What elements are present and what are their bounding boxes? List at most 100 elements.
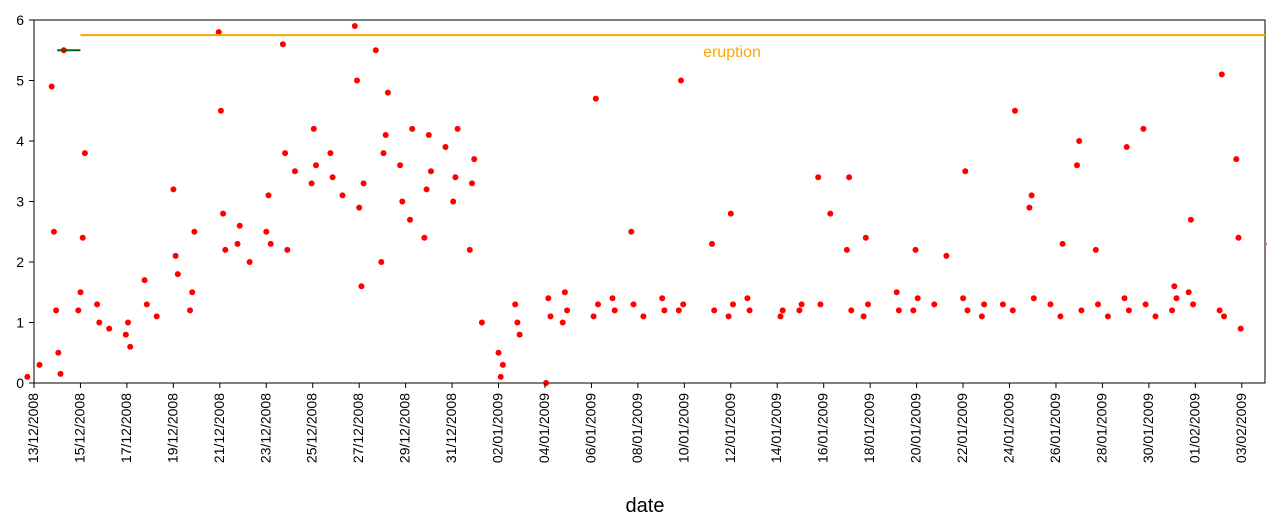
- plot-area: [33, 19, 1266, 384]
- data-point: [943, 252, 950, 259]
- data-point: [215, 29, 222, 36]
- x-tick-label: 18/01/2009: [861, 393, 877, 463]
- data-point: [931, 301, 938, 308]
- x-tick-label: 19/12/2008: [164, 393, 180, 463]
- data-point: [174, 271, 181, 278]
- data-point: [960, 295, 967, 302]
- data-point: [372, 47, 379, 54]
- data-point: [1169, 307, 1176, 314]
- x-tick-label: 14/01/2009: [768, 393, 784, 463]
- data-point: [1074, 162, 1080, 169]
- data-point: [1123, 144, 1130, 150]
- data-point: [267, 240, 274, 247]
- x-tick-label: 24/01/2009: [1001, 393, 1017, 463]
- data-point: [595, 301, 601, 308]
- y-tick-label: 6: [16, 12, 24, 28]
- data-point: [351, 23, 358, 29]
- y-tick-label: 2: [16, 254, 24, 270]
- data-point: [1173, 295, 1180, 302]
- data-point: [1235, 234, 1242, 241]
- x-tick-label: 06/01/2009: [582, 393, 598, 463]
- data-point: [914, 295, 921, 302]
- data-point: [817, 301, 824, 308]
- data-point: [360, 180, 367, 187]
- data-point: [978, 313, 985, 320]
- data-point: [497, 373, 504, 380]
- data-point: [1233, 156, 1240, 163]
- data-point: [1142, 301, 1149, 308]
- data-point: [265, 192, 272, 199]
- x-tick-label: 01/02/2009: [1186, 393, 1202, 463]
- x-tick-label: 12/01/2009: [722, 393, 738, 463]
- data-point: [313, 162, 319, 169]
- data-point: [981, 301, 988, 308]
- data-point: [545, 295, 552, 302]
- data-point: [399, 198, 406, 205]
- data-point: [848, 307, 855, 314]
- data-point: [1171, 283, 1178, 290]
- data-point: [865, 301, 871, 308]
- data-point: [547, 313, 554, 320]
- data-point: [796, 307, 803, 314]
- data-point: [910, 307, 917, 314]
- data-point: [798, 301, 805, 308]
- data-point: [611, 307, 618, 314]
- data-point: [1030, 295, 1037, 302]
- data-point: [561, 289, 568, 296]
- x-tick-label: 29/12/2008: [397, 393, 413, 463]
- data-point: [827, 210, 834, 217]
- data-point: [592, 95, 599, 102]
- data-point: [310, 125, 317, 132]
- data-point: [284, 246, 291, 253]
- data-point: [564, 307, 571, 314]
- data-point: [478, 319, 485, 326]
- data-point: [1221, 313, 1227, 320]
- data-point: [1047, 301, 1054, 308]
- data-point: [380, 150, 387, 157]
- x-tick-label: 13/12/2008: [25, 393, 41, 463]
- x-tick-label: 28/01/2009: [1093, 393, 1109, 463]
- data-point: [640, 313, 647, 320]
- x-tick-label: 16/01/2009: [815, 393, 831, 463]
- data-point: [1026, 204, 1033, 211]
- data-point: [711, 307, 718, 314]
- data-point: [378, 259, 385, 265]
- data-point: [1121, 295, 1128, 302]
- data-point: [1028, 192, 1035, 199]
- data-point: [543, 380, 550, 386]
- data-point: [661, 307, 668, 314]
- x-tick-label: 02/01/2009: [490, 393, 506, 463]
- data-point: [81, 150, 88, 157]
- data-point: [397, 162, 404, 169]
- data-point: [122, 331, 129, 338]
- y-tick-label: 1: [16, 315, 24, 331]
- data-point: [630, 301, 637, 308]
- data-point: [36, 361, 43, 368]
- x-tick-label: 17/12/2008: [118, 393, 134, 463]
- data-point: [279, 41, 286, 48]
- data-point: [1216, 307, 1223, 314]
- data-point: [1104, 313, 1111, 320]
- data-point: [191, 228, 198, 235]
- data-point: [1057, 313, 1064, 320]
- data-point: [964, 307, 971, 314]
- data-point: [1237, 325, 1244, 332]
- data-point: [339, 192, 346, 199]
- data-point: [234, 240, 241, 247]
- data-point: [779, 307, 786, 314]
- data-point: [628, 228, 635, 235]
- data-point: [308, 180, 315, 187]
- x-tick-label: 15/12/2008: [71, 393, 87, 463]
- x-tick-label: 30/01/2009: [1140, 393, 1156, 463]
- x-tick-label: 10/01/2009: [675, 393, 691, 463]
- data-point: [725, 313, 732, 320]
- data-point: [421, 234, 428, 241]
- data-point: [442, 144, 449, 150]
- data-point: [384, 89, 391, 96]
- x-tick-label: 22/01/2009: [954, 393, 970, 463]
- data-point: [79, 234, 86, 241]
- x-tick-label: 27/12/2008: [350, 393, 366, 463]
- x-tick-label: 08/01/2009: [629, 393, 645, 463]
